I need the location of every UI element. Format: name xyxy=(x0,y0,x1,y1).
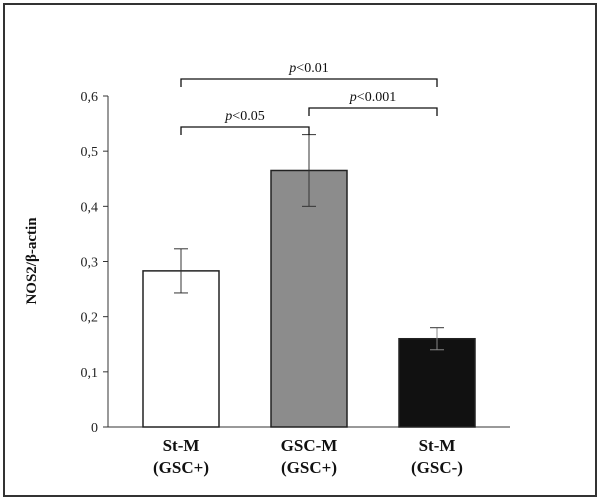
bar xyxy=(142,270,220,428)
y-tick-label: 0,4 xyxy=(81,200,99,215)
significance-label: p<0.01 xyxy=(288,61,328,76)
bars-group xyxy=(142,134,476,428)
y-tick-label: 0,1 xyxy=(81,366,99,381)
y-tick-label: 0,3 xyxy=(81,256,99,271)
significance-bracket xyxy=(180,78,438,87)
y-axis-label: NOS2/β-actin xyxy=(24,217,40,305)
x-category-label: St-M xyxy=(419,436,456,455)
significance-bracket xyxy=(308,107,438,116)
x-category-sublabel: (GSC+) xyxy=(281,458,337,477)
significance-bracket xyxy=(180,126,310,135)
chart-axes: 0 0,1 0,2 0,3 0,4 0,5 0,6 St-M (GSC+) GSC-M (GSC+)… xyxy=(81,90,510,477)
y-tick-label: 0,6 xyxy=(81,90,99,105)
bar xyxy=(270,169,348,428)
y-tick-label: 0,2 xyxy=(81,311,99,326)
y-tick-label: 0,5 xyxy=(81,145,99,160)
y-tick-label: 0 xyxy=(91,421,98,436)
significance-label: p<0.05 xyxy=(224,109,264,124)
x-category-label: St-M xyxy=(163,436,200,455)
x-category-sublabel: (GSC+) xyxy=(153,458,209,477)
x-category-label: GSC-M xyxy=(281,436,338,455)
x-category-sublabel: (GSC-) xyxy=(411,458,463,477)
significance-label: p<0.001 xyxy=(349,90,396,105)
bar xyxy=(398,337,476,428)
significance-group: p<0.05 p<0.001 p<0.01 xyxy=(180,61,438,135)
